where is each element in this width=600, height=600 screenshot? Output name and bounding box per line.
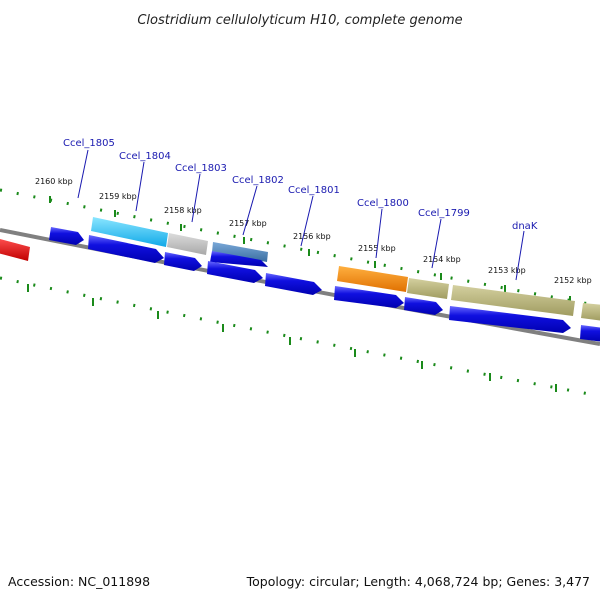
outer-scale-ring bbox=[0, 188, 600, 308]
feature-ccel-1803-gray[interactable] bbox=[167, 233, 208, 255]
feature-dnak-olive[interactable] bbox=[451, 285, 575, 316]
cds-arrow[interactable] bbox=[207, 261, 263, 283]
feature-red[interactable] bbox=[0, 238, 30, 261]
gene-label-ccel-1804[interactable]: Ccel_1804 bbox=[119, 151, 171, 162]
scale-label-2152: 2152 kbp bbox=[554, 276, 592, 285]
genome-summary-text: Topology: circular; Length: 4,068,724 bp… bbox=[246, 574, 590, 589]
map-title: Clostridium cellulolyticum H10, complete… bbox=[137, 13, 462, 28]
scale-label-2156: 2156 kbp bbox=[293, 232, 331, 241]
feature-track bbox=[0, 217, 600, 321]
gene-label-dnak[interactable]: dnaK bbox=[512, 221, 538, 232]
outer-major-ticks bbox=[49, 196, 571, 303]
scale-label-2160: 2160 kbp bbox=[35, 177, 73, 186]
cds-track bbox=[49, 227, 600, 342]
feature-ccel-1804-cyan[interactable] bbox=[91, 217, 168, 247]
feature-ccel-1800-orange[interactable] bbox=[337, 266, 408, 292]
gene-leader-lines bbox=[77, 149, 525, 281]
cds-arrow[interactable] bbox=[449, 306, 571, 333]
feature-right-olive[interactable] bbox=[581, 303, 600, 321]
gene-labels: Ccel_1805 Ccel_1804 Ccel_1803 Ccel_1802 … bbox=[63, 138, 538, 232]
cds-arrow[interactable] bbox=[580, 325, 600, 342]
cds-arrow[interactable] bbox=[164, 252, 202, 271]
cds-arrow[interactable] bbox=[404, 297, 443, 315]
gene-label-ccel-1800[interactable]: Ccel_1800 bbox=[357, 198, 409, 209]
scale-label-2159: 2159 kbp bbox=[99, 192, 137, 201]
cds-arrow[interactable] bbox=[265, 273, 322, 295]
gene-label-ccel-1802[interactable]: Ccel_1802 bbox=[232, 175, 284, 186]
cds-arrow[interactable] bbox=[49, 227, 84, 245]
scale-label-2157: 2157 kbp bbox=[229, 219, 267, 228]
scale-label-2153: 2153 kbp bbox=[488, 266, 526, 275]
gene-label-ccel-1799[interactable]: Ccel_1799 bbox=[418, 208, 470, 219]
gene-label-ccel-1803[interactable]: Ccel_1803 bbox=[175, 163, 227, 174]
scale-label-2158: 2158 kbp bbox=[164, 206, 202, 215]
inner-scale-ring bbox=[0, 276, 600, 398]
feature-ccel-1799-olive[interactable] bbox=[407, 278, 449, 299]
accession-text: Accession: NC_011898 bbox=[8, 574, 150, 589]
scale-label-2154: 2154 kbp bbox=[423, 255, 461, 264]
inner-major-ticks bbox=[27, 284, 557, 392]
cds-arrow[interactable] bbox=[88, 235, 164, 263]
feature-ccel-1802-steel[interactable] bbox=[212, 242, 268, 262]
gene-label-ccel-1801[interactable]: Ccel_1801 bbox=[288, 185, 340, 196]
cds-arrow[interactable] bbox=[334, 286, 404, 308]
gene-label-ccel-1805[interactable]: Ccel_1805 bbox=[63, 138, 115, 149]
cds-arrow[interactable] bbox=[210, 251, 268, 267]
